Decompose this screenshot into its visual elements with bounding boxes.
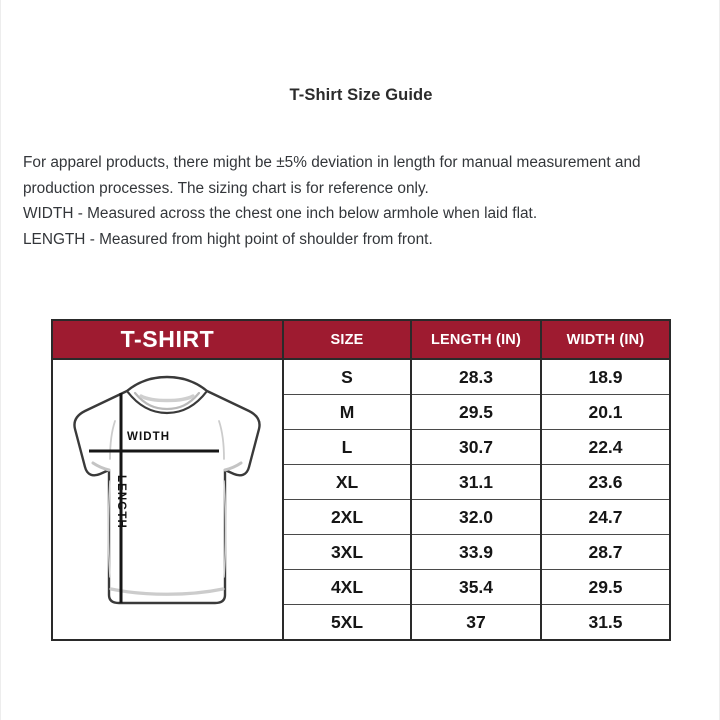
diagram-length-label: LENGTH (115, 474, 127, 529)
cell-length: 28.3 (411, 359, 542, 395)
table-row: M 29.5 20.1 (53, 394, 669, 430)
tshirt-diagram-cell: WIDTH LENGTH (53, 359, 284, 639)
table-header-row: T-SHIRT SIZE LENGTH (IN) WIDTH (IN) (53, 321, 669, 360)
cell-length: 32.0 (411, 499, 542, 535)
cell-size: 5XL (283, 604, 412, 639)
table-row: 5XL 37 31.5 (53, 604, 669, 639)
deviation-note: For apparel products, there might be ±5%… (23, 154, 641, 197)
cell-size: M (283, 394, 412, 430)
cell-size: XL (283, 464, 412, 500)
cell-size: 2XL (283, 499, 412, 535)
cell-width: 31.5 (541, 604, 669, 639)
size-chart-table: T-SHIRT SIZE LENGTH (IN) WIDTH (IN) (51, 319, 671, 641)
cell-length: 33.9 (411, 534, 542, 570)
header-length: LENGTH (IN) (411, 321, 542, 360)
cell-width: 18.9 (541, 359, 669, 395)
cell-width: 20.1 (541, 394, 669, 430)
cell-size: L (283, 429, 412, 465)
cell-size: 3XL (283, 534, 412, 570)
cell-width: 24.7 (541, 499, 669, 535)
page-title: T-Shirt Size Guide (289, 86, 433, 104)
intro-copy: For apparel products, there might be ±5%… (23, 150, 699, 252)
tshirt-diagram: WIDTH LENGTH (53, 363, 281, 637)
table-row: WIDTH LENGTH S 28.3 18.9 (53, 359, 669, 639)
length-definition: LENGTH - Measured from hight point of sh… (23, 230, 433, 248)
table-row: 2XL 32.0 24.7 (53, 499, 669, 535)
cell-width: 22.4 (541, 429, 669, 465)
cell-width: 29.5 (541, 569, 669, 605)
header-size: SIZE (283, 321, 412, 360)
cell-length: 29.5 (411, 394, 542, 430)
cell-length: 35.4 (411, 569, 542, 605)
cell-size: S (283, 359, 412, 395)
tshirt-icon (73, 375, 261, 604)
cell-size: 4XL (283, 569, 412, 605)
diagram-width-label: WIDTH (127, 430, 171, 443)
cell-length: 37 (411, 604, 542, 639)
cell-width: 28.7 (541, 534, 669, 570)
table-row: 3XL 33.9 28.7 (53, 534, 669, 570)
table-body: WIDTH LENGTH S 28.3 18.9 M 29.5 20.1 L 3… (53, 359, 669, 639)
table-row: 4XL 35.4 29.5 (53, 569, 669, 605)
cell-length: 31.1 (411, 464, 542, 500)
header-tshirt: T-SHIRT (53, 321, 284, 360)
table-row: L 30.7 22.4 (53, 429, 669, 465)
cell-width: 23.6 (541, 464, 669, 500)
cell-length: 30.7 (411, 429, 542, 465)
width-definition: WIDTH - Measured across the chest one in… (23, 205, 538, 222)
header-width: WIDTH (IN) (541, 321, 669, 360)
table-row: XL 31.1 23.6 (53, 464, 669, 500)
